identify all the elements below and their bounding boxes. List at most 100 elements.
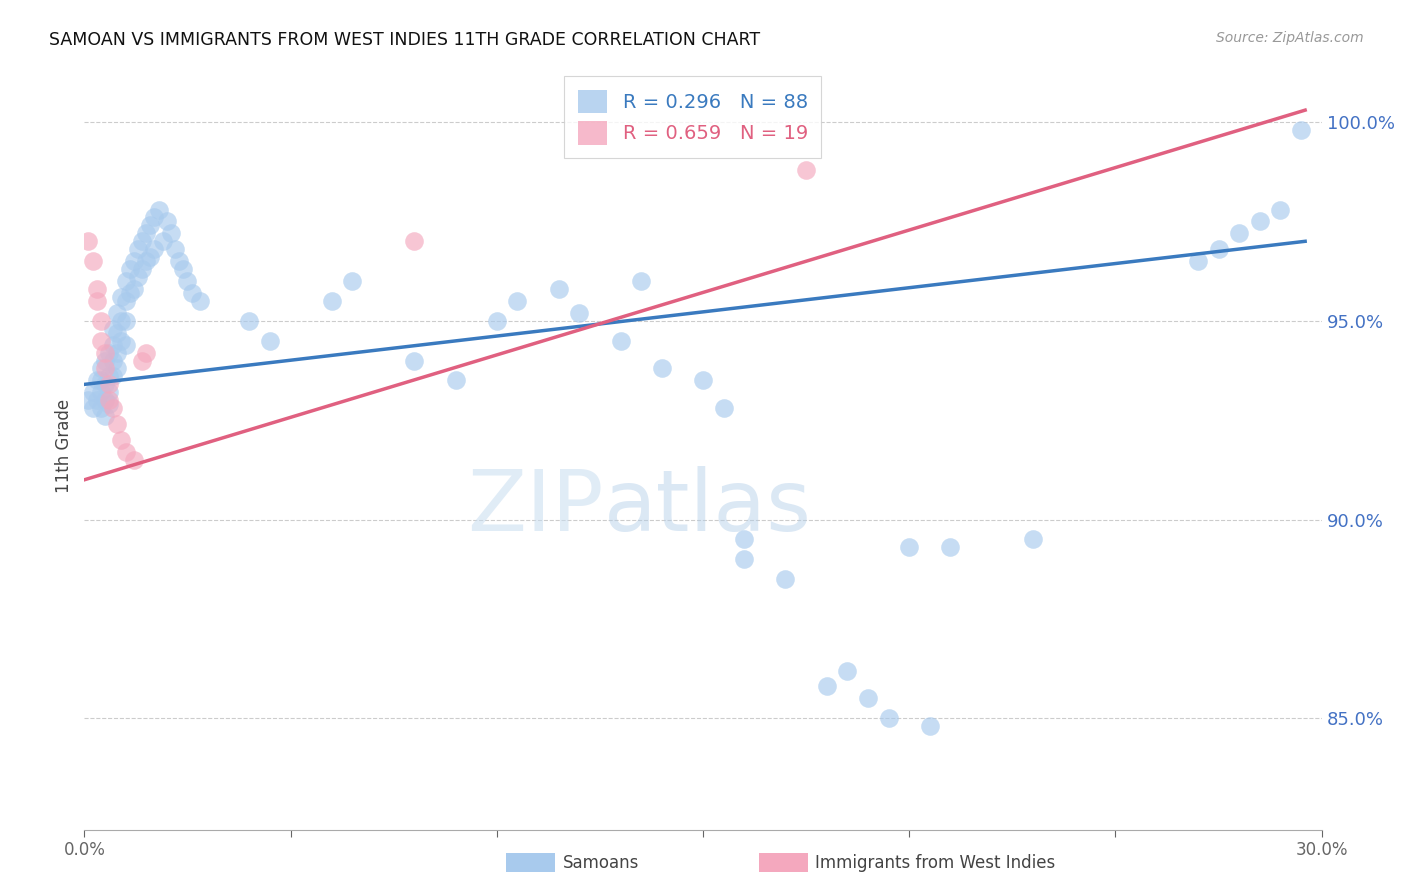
- Point: [118, 285, 141, 300]
- Point: [1208, 242, 1230, 256]
- Point: [90, 373, 112, 387]
- Point: [165, 242, 187, 256]
- Point: [485, 314, 508, 328]
- Point: [86, 293, 108, 308]
- Point: [114, 293, 136, 308]
- Point: [77, 235, 100, 249]
- Point: [94, 353, 117, 368]
- Point: [114, 314, 136, 328]
- Point: [105, 345, 128, 359]
- Point: [98, 345, 121, 359]
- Point: [98, 393, 121, 408]
- Point: [506, 293, 529, 308]
- Point: [114, 274, 136, 288]
- Point: [167, 254, 190, 268]
- Point: [148, 202, 170, 217]
- Point: [1289, 123, 1312, 137]
- Point: [131, 353, 153, 368]
- Point: [444, 373, 467, 387]
- Point: [98, 369, 121, 384]
- Text: SAMOAN VS IMMIGRANTS FROM WEST INDIES 11TH GRADE CORRELATION CHART: SAMOAN VS IMMIGRANTS FROM WEST INDIES 11…: [49, 31, 761, 49]
- Point: [82, 401, 104, 416]
- Point: [188, 293, 211, 308]
- Point: [94, 377, 117, 392]
- Point: [143, 242, 166, 256]
- Point: [105, 417, 128, 431]
- Point: [733, 533, 755, 547]
- Point: [94, 409, 117, 424]
- Point: [342, 274, 364, 288]
- Text: atlas: atlas: [605, 466, 813, 549]
- Point: [98, 397, 121, 411]
- Point: [180, 285, 202, 300]
- Point: [103, 401, 125, 416]
- Point: [131, 262, 153, 277]
- Point: [90, 314, 112, 328]
- Point: [110, 433, 132, 447]
- Point: [135, 345, 157, 359]
- Point: [118, 262, 141, 277]
- Point: [103, 353, 125, 368]
- Point: [103, 337, 125, 351]
- Legend: R = 0.296   N = 88, R = 0.659   N = 19: R = 0.296 N = 88, R = 0.659 N = 19: [564, 76, 821, 159]
- Point: [110, 314, 132, 328]
- Point: [82, 254, 104, 268]
- Point: [122, 453, 145, 467]
- Point: [86, 393, 108, 408]
- Point: [86, 373, 108, 387]
- Point: [259, 334, 281, 348]
- Point: [713, 401, 735, 416]
- Point: [105, 361, 128, 376]
- Text: Samoans: Samoans: [562, 854, 638, 871]
- Point: [139, 219, 162, 233]
- Point: [238, 314, 260, 328]
- Point: [90, 334, 112, 348]
- Point: [110, 334, 132, 348]
- Point: [127, 270, 149, 285]
- Point: [1227, 227, 1250, 241]
- Point: [122, 282, 145, 296]
- Point: [105, 306, 128, 320]
- Point: [898, 541, 921, 555]
- Point: [110, 290, 132, 304]
- Point: [939, 541, 962, 555]
- Point: [103, 322, 125, 336]
- Point: [105, 326, 128, 340]
- Text: Source: ZipAtlas.com: Source: ZipAtlas.com: [1216, 31, 1364, 45]
- Point: [630, 274, 652, 288]
- Point: [98, 377, 121, 392]
- Point: [547, 282, 569, 296]
- Point: [1187, 254, 1209, 268]
- Point: [98, 385, 121, 400]
- Point: [651, 361, 673, 376]
- Point: [90, 385, 112, 400]
- Point: [143, 211, 166, 225]
- Point: [135, 227, 157, 241]
- Point: [692, 373, 714, 387]
- Point: [176, 274, 198, 288]
- Point: [160, 227, 183, 241]
- Point: [90, 361, 112, 376]
- Point: [103, 369, 125, 384]
- Point: [131, 235, 153, 249]
- Point: [114, 337, 136, 351]
- Point: [156, 214, 179, 228]
- Point: [733, 552, 755, 566]
- Point: [568, 306, 591, 320]
- Point: [609, 334, 631, 348]
- Point: [794, 162, 817, 177]
- Point: [114, 445, 136, 459]
- Point: [404, 353, 426, 368]
- Point: [321, 293, 343, 308]
- Point: [404, 235, 426, 249]
- Point: [152, 235, 174, 249]
- Point: [856, 691, 879, 706]
- Y-axis label: 11th Grade: 11th Grade: [55, 399, 73, 493]
- Point: [135, 254, 157, 268]
- Point: [918, 719, 941, 733]
- Point: [815, 680, 838, 694]
- Point: [1022, 533, 1045, 547]
- Point: [127, 242, 149, 256]
- Point: [94, 393, 117, 408]
- Point: [139, 250, 162, 264]
